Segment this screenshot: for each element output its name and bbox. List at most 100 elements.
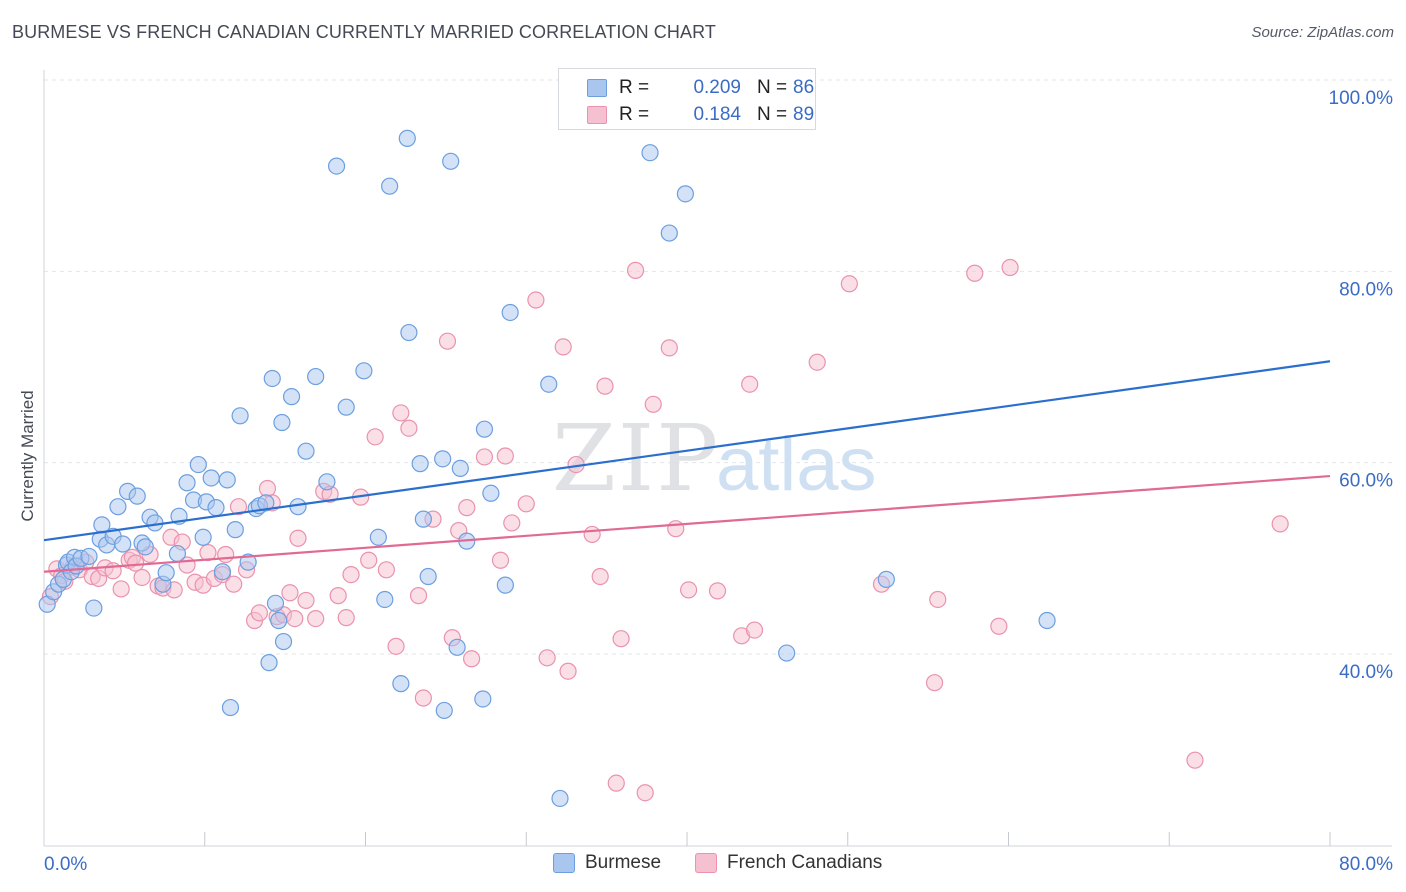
french-canadians-point	[307, 610, 325, 628]
burmese-point	[414, 510, 432, 528]
french-canadians-point	[337, 609, 355, 627]
burmese-point	[398, 129, 416, 147]
legend-label: French Canadians	[727, 852, 883, 873]
burmese-point	[411, 455, 429, 473]
burmese-point	[109, 498, 127, 516]
burmese-point	[400, 323, 418, 342]
legend-label: Burmese	[585, 852, 662, 873]
burmese-point	[85, 599, 103, 617]
r-value: 0.184	[693, 104, 741, 125]
burmese-point	[207, 499, 225, 517]
burmese-point	[263, 369, 281, 388]
burmese-point	[218, 471, 236, 489]
french-canadians-point	[438, 332, 457, 350]
burmese-point	[641, 144, 659, 162]
french-canadians-point	[289, 529, 307, 547]
french-canadians-point	[966, 264, 984, 282]
french-canadians-point	[342, 565, 360, 584]
french-canadians-point	[929, 590, 947, 609]
burmese-point	[327, 157, 346, 175]
french-canadians-point	[667, 520, 685, 538]
french-canadians-point	[387, 637, 405, 655]
french-canadians-point	[607, 774, 625, 792]
burmese-legend-swatch	[553, 853, 575, 873]
burmese-point	[337, 398, 355, 416]
burmese-point	[221, 698, 240, 717]
french-canadians-point	[680, 581, 698, 599]
correlation-stats-box: R = 0.209 N = 86 R = 0.184 N = 89	[558, 68, 816, 130]
burmese-point	[877, 570, 895, 588]
french-canadians-trend-line	[43, 474, 1331, 573]
french-canadians-point	[559, 662, 577, 680]
french-canadians-point	[925, 674, 944, 692]
source-credit: Source: ZipAtlas.com	[1251, 24, 1394, 41]
french-canadians-point	[360, 551, 378, 569]
burmese-point	[451, 459, 469, 478]
burmese-point	[540, 375, 558, 393]
burmese-point	[448, 638, 466, 656]
burmese-point	[226, 521, 244, 539]
french-canadians-point	[491, 551, 510, 569]
french-canadians-point	[462, 650, 481, 668]
french-canadians-point	[281, 584, 299, 602]
burmese-point	[189, 455, 207, 474]
french-canadians-point	[475, 448, 494, 466]
french-canadians-point	[517, 495, 535, 513]
french-canadians-point	[496, 447, 514, 465]
burmese-point	[551, 789, 569, 808]
french-canadians-point	[660, 339, 678, 357]
burmese-point	[282, 388, 301, 406]
y-tick-label: 60.0%	[1339, 471, 1393, 492]
burmese-point	[114, 535, 132, 553]
burmese-point	[355, 362, 373, 380]
burmese-point	[178, 474, 196, 492]
burmese-point	[260, 654, 278, 672]
n-label: N =	[757, 104, 788, 125]
french-canadians-point	[414, 689, 432, 707]
trend-lines	[43, 360, 1331, 573]
x-axis-tick-labels: 0.0% 80.0%	[44, 854, 1393, 875]
r-label: R =	[619, 77, 650, 98]
burmese-point	[194, 528, 212, 546]
french-canadians-point	[250, 604, 269, 622]
n-value: 86	[793, 77, 815, 98]
burmese-point	[307, 367, 325, 386]
burmese-points	[38, 129, 1056, 808]
burmese-point	[475, 420, 494, 438]
gridlines	[44, 79, 1392, 655]
french-canadians-point	[329, 587, 347, 605]
burmese-point	[257, 494, 275, 512]
french-canadians-point	[626, 261, 645, 279]
burmese-point	[442, 152, 460, 170]
french-canadians-point	[583, 525, 601, 544]
french-canadians-point	[127, 554, 145, 572]
burmese-point	[376, 590, 394, 609]
french-canadians-point	[366, 428, 384, 446]
french-canadians-point	[612, 630, 630, 648]
y-tick-label: 40.0%	[1339, 662, 1393, 683]
axes	[43, 70, 1392, 847]
french-canadians-point	[591, 567, 609, 586]
french-canadians-point	[990, 617, 1008, 635]
burmese-point	[157, 564, 175, 582]
french-canadians-point	[708, 582, 727, 600]
burmese-point	[501, 303, 519, 322]
burmese-point	[1038, 611, 1056, 630]
burmese-point	[213, 563, 232, 581]
french-canadians-point	[286, 610, 304, 628]
french-canadians-point	[1001, 258, 1019, 277]
burmese-point	[676, 185, 694, 203]
burmese-point	[168, 544, 187, 563]
french-canadians-point	[229, 498, 248, 516]
french-canadians-swatch	[587, 106, 607, 124]
french-canadians-point	[503, 514, 521, 532]
burmese-trend-line	[43, 360, 1331, 542]
french-canadians-point	[527, 291, 545, 309]
burmese-point	[270, 611, 288, 630]
french-canadians-point	[377, 561, 395, 579]
french-canadians-point	[1186, 751, 1204, 769]
r-label: R =	[619, 104, 650, 125]
french-canadians-point	[840, 275, 858, 293]
french-canadians-point	[644, 395, 662, 413]
